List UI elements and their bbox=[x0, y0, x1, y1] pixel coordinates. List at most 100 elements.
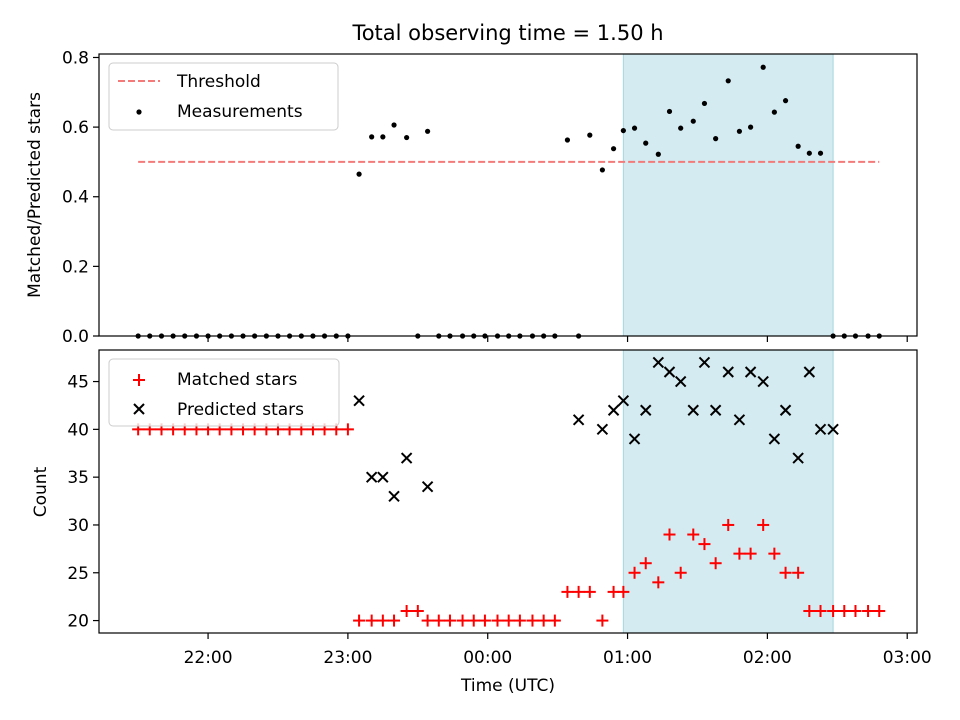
bottom-axes-frame bbox=[98, 349, 918, 634]
predicted-star-point bbox=[709, 404, 722, 416]
matched-star-point bbox=[443, 614, 456, 627]
measurement-point bbox=[678, 125, 684, 131]
matched-star-point bbox=[513, 614, 526, 627]
legend-predicted-swatch bbox=[133, 403, 145, 415]
matched-star-point bbox=[628, 566, 641, 579]
measurement-point bbox=[643, 140, 649, 146]
matched-star-point bbox=[596, 614, 609, 627]
matched-star-point bbox=[849, 605, 862, 618]
bottom-legend-box bbox=[108, 358, 340, 427]
legend-threshold-label: Threshold bbox=[176, 72, 261, 92]
matched-star-point bbox=[388, 614, 401, 627]
matched-star-point bbox=[652, 576, 665, 589]
predicted-star-point bbox=[365, 471, 378, 483]
matched-star-point bbox=[400, 605, 413, 618]
bot-ytick-label: 40 bbox=[67, 420, 89, 440]
top-ytick-label: 0.8 bbox=[62, 48, 89, 68]
measurement-point bbox=[620, 127, 626, 134]
matched-star-point bbox=[639, 557, 652, 570]
matched-star-point bbox=[663, 528, 676, 541]
matched-star-point bbox=[561, 585, 574, 598]
predicted-star-point bbox=[698, 356, 711, 369]
matched-star-point bbox=[421, 614, 434, 627]
bottom-xtick-label: 01:00 bbox=[603, 648, 652, 668]
legend-matched-swatch bbox=[133, 374, 145, 386]
matched-star-point bbox=[341, 423, 354, 436]
legend-measurements-label: Measurements bbox=[177, 102, 303, 122]
predicted-star-point bbox=[792, 452, 804, 464]
matched-star-point bbox=[432, 614, 445, 627]
measurement-point bbox=[356, 171, 362, 177]
predicted-star-point bbox=[617, 394, 630, 407]
bottom-ylabel: Count bbox=[31, 466, 51, 517]
matched-star-point bbox=[526, 614, 539, 627]
predicted-star-point bbox=[652, 356, 665, 369]
measurement-point bbox=[748, 124, 754, 130]
bot-ytick-label: 25 bbox=[67, 564, 89, 584]
predicted-star-point bbox=[421, 481, 434, 493]
legend-matched-label: Matched stars bbox=[177, 370, 297, 390]
measurement-point bbox=[631, 125, 638, 131]
predicted-star-point bbox=[572, 414, 585, 426]
bottom-shaded-span bbox=[622, 349, 834, 634]
matched-star-point bbox=[779, 566, 792, 579]
matched-star-point bbox=[814, 605, 827, 618]
predicted-star-point bbox=[388, 490, 400, 502]
predicted-star-point bbox=[733, 414, 746, 426]
top-ytick-label: 0.4 bbox=[62, 188, 89, 208]
matched-star-point bbox=[674, 566, 687, 579]
predicted-star-point bbox=[768, 433, 781, 445]
predicted-star-point bbox=[803, 366, 816, 378]
measurement-point bbox=[817, 150, 824, 156]
top-ylabel: Matched/Predicted stars bbox=[25, 92, 45, 298]
top-legend: Threshold Measurements bbox=[108, 62, 339, 131]
predicted-star-point bbox=[674, 375, 687, 388]
measurement-point bbox=[404, 134, 410, 141]
measurement-point bbox=[369, 134, 375, 140]
bottom-xtick-label: 22:00 bbox=[184, 648, 233, 668]
matched-star-point bbox=[376, 614, 389, 627]
bot-ytick-label: 20 bbox=[67, 612, 89, 632]
predicted-star-point bbox=[722, 366, 734, 378]
bottom-panel: 20 25 30 35 40 45 22:00 23:00 00:00 01:00 02:00 03… bbox=[31, 349, 932, 696]
top-panel: 0.00.20.40.60.8 Matched/Predicted stars … bbox=[25, 48, 918, 347]
matched-star-point bbox=[548, 614, 561, 627]
measurement-point bbox=[599, 167, 605, 173]
matched-star-point bbox=[411, 605, 424, 618]
matched-star-point bbox=[353, 614, 366, 627]
measurement-point bbox=[424, 128, 431, 134]
matched-star-point bbox=[757, 518, 770, 531]
predicted-star-point bbox=[757, 375, 769, 388]
predicted-star-point bbox=[400, 452, 413, 464]
measurement-point bbox=[713, 136, 719, 142]
legend-measurements-swatch bbox=[136, 109, 142, 115]
matched-star-point bbox=[792, 566, 805, 579]
measurement-point bbox=[725, 78, 731, 84]
matched-star-point bbox=[365, 614, 378, 627]
matched-star-point bbox=[491, 614, 504, 627]
matched-star-point bbox=[873, 605, 886, 618]
predicted-star-point bbox=[827, 423, 839, 436]
matched-star-point bbox=[478, 614, 491, 627]
top-axes-frame bbox=[98, 53, 918, 337]
top-ytick-label: 0.0 bbox=[62, 327, 89, 347]
measurement-point bbox=[782, 98, 789, 104]
measurement-point bbox=[610, 146, 617, 152]
bottom-legend: Matched stars Predicted stars bbox=[108, 358, 340, 427]
predicted-star-point bbox=[814, 423, 827, 436]
measurement-point bbox=[701, 100, 708, 107]
measurement-point bbox=[380, 134, 386, 140]
measurement-point bbox=[690, 118, 696, 124]
matched-star-point bbox=[617, 585, 630, 598]
matched-star-point bbox=[709, 557, 722, 570]
top-shaded-span bbox=[622, 53, 834, 337]
matched-star-point bbox=[838, 605, 851, 618]
predicted-star-point bbox=[353, 394, 365, 407]
measurement-point bbox=[564, 137, 571, 143]
top-ytick-label: 0.2 bbox=[62, 257, 89, 277]
matched-star-point bbox=[502, 614, 515, 627]
measurement-point bbox=[771, 109, 777, 115]
matched-star-point bbox=[467, 614, 480, 627]
measurement-point bbox=[666, 108, 673, 115]
